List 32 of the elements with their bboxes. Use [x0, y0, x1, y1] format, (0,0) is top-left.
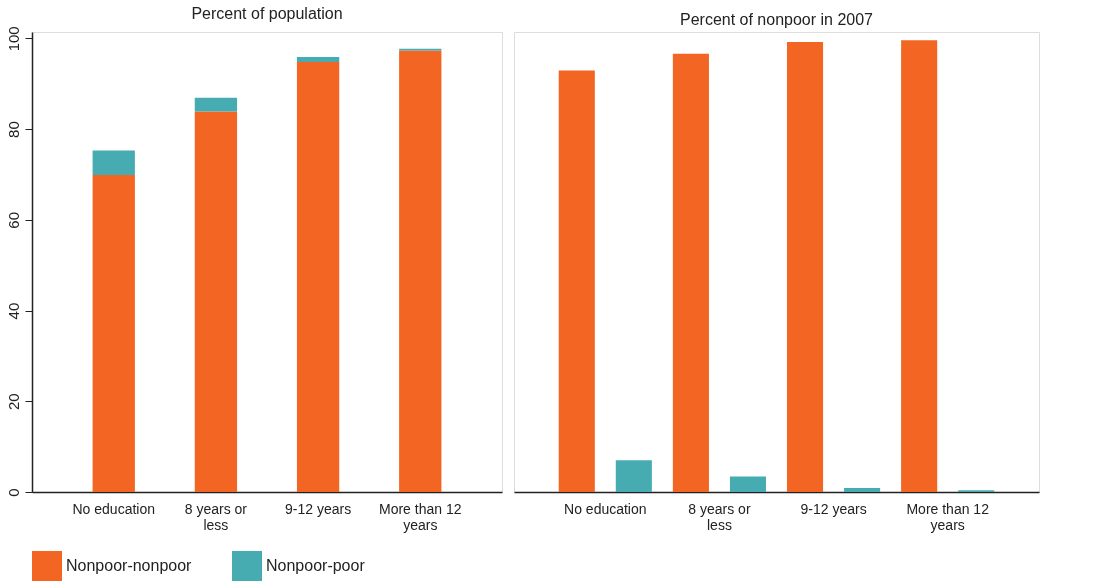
bar: [729, 476, 767, 492]
bar: [786, 41, 824, 492]
bar: [92, 150, 135, 175]
bar: [901, 40, 938, 492]
x-tick-label: 8 years or less: [184, 500, 248, 533]
x-tick-label: 9-12 years: [800, 500, 867, 517]
y-tick-label: 0: [4, 488, 22, 497]
bar: [296, 61, 340, 492]
x-tick-label: More than 12 years: [379, 500, 462, 533]
chart-title: Percent of nonpoor in 2007: [679, 11, 874, 28]
legend-label: Nonpoor-nonpoor: [66, 557, 193, 574]
y-tick-label: 80: [4, 121, 22, 138]
x-tick-label: 8 years or less: [688, 500, 751, 533]
x-tick-label: More than 12 years: [906, 500, 990, 533]
bar: [558, 70, 595, 492]
x-tick-label: No education: [72, 500, 155, 517]
y-tick-label: 20: [4, 393, 22, 411]
bar: [92, 174, 135, 492]
y-tick-label: 100: [4, 26, 22, 52]
chart-title: Percent of population: [191, 4, 343, 22]
bar: [194, 97, 238, 112]
bar: [399, 50, 442, 492]
bar: [844, 487, 881, 492]
x-tick-label: 9-12 years: [285, 500, 352, 517]
bar: [672, 53, 709, 492]
bar: [296, 56, 340, 62]
y-tick-label: 60: [4, 211, 22, 229]
x-tick-label: No education: [564, 500, 647, 517]
y-tick-label: 40: [4, 302, 22, 320]
legend-label: Nonpoor-poor: [266, 557, 366, 574]
bar: [194, 111, 238, 492]
bar: [615, 460, 652, 492]
